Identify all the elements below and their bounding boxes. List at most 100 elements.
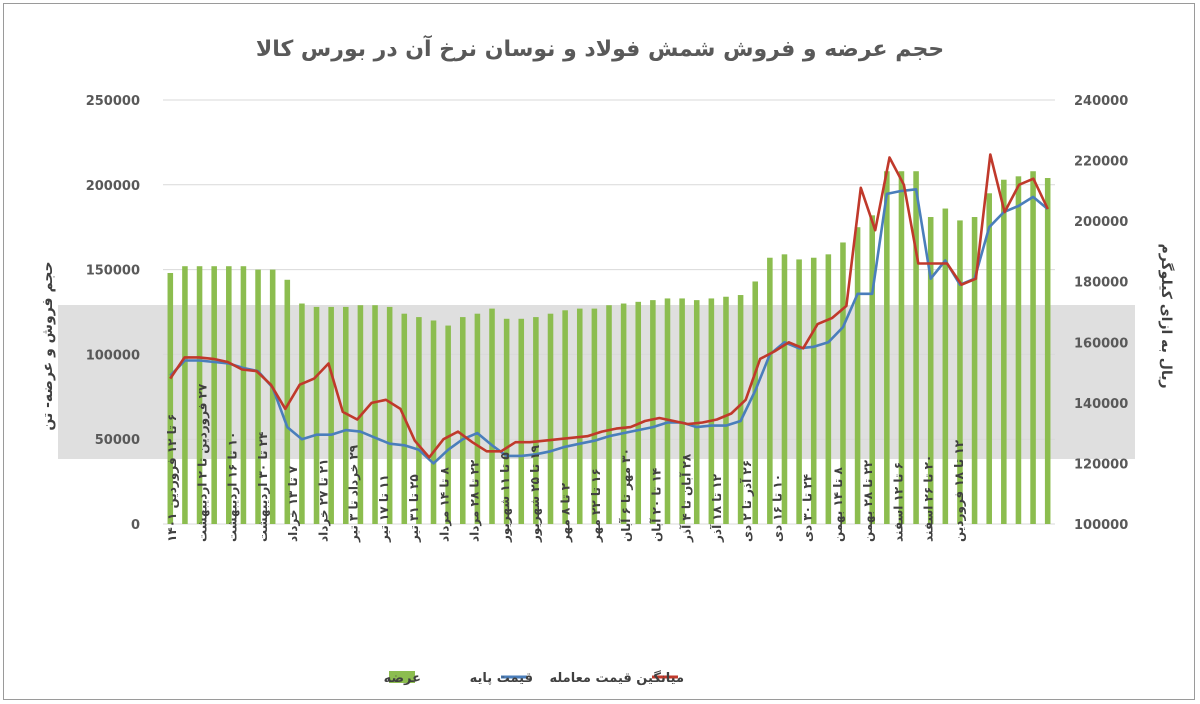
- bar-offer: [679, 298, 685, 524]
- x-tick-label: ۲۵ تا ۳۱ تیر: [407, 474, 421, 543]
- bar-offer: [211, 266, 217, 524]
- bar-offer: [299, 303, 305, 524]
- y-tick-label: 250000: [86, 94, 140, 109]
- bar-offer: [942, 208, 949, 524]
- bar-offer: [986, 193, 992, 524]
- bar-offer: [576, 308, 583, 524]
- bar-offer: [255, 269, 261, 524]
- chart-svg: 0 50000 100000 150000 200000 250000 100000 120…: [40, 34, 1175, 686]
- bar-offer: [1044, 178, 1051, 525]
- legend-label: عرضه: [384, 671, 421, 686]
- bar-offer: [898, 171, 905, 524]
- x-tick-label: ۱۰ تا ۱۶ اردیبهشت: [226, 432, 240, 542]
- bar-offer: [840, 242, 846, 525]
- y-axis-right-ticks: 100000 120000 140000 160000 180000 200000 2200…: [1074, 94, 1128, 533]
- bar-offer: [781, 254, 788, 524]
- x-tick-label: ۲ تا ۸ مهر: [559, 482, 573, 543]
- bar-offer: [752, 281, 759, 524]
- y-tick-label: 100000: [86, 348, 140, 363]
- bar-offer: [182, 266, 188, 524]
- bar-offer: [372, 305, 378, 524]
- bar-offer: [445, 325, 451, 524]
- lines: [169, 153, 1049, 465]
- x-tick-label: ۳۰ مهر تا ۶ آبان: [618, 448, 633, 542]
- bar-offer: [240, 266, 247, 524]
- bar-offer: [927, 217, 934, 525]
- y-tick-label: 50000: [95, 433, 140, 448]
- x-tick-label: ۲۹ خرداد تا ۳ تیر: [347, 444, 361, 543]
- bar-offer: [386, 306, 393, 524]
- y-axis-right-label: ریال به ازای کیلوگرم: [1158, 243, 1175, 388]
- bar-offer: [854, 227, 861, 524]
- x-axis-ticks: ۶ تا ۱۲ فروردین ۱۴۰۱ ۲۷ فروردین تا ۲ اردی…: [165, 383, 967, 543]
- chart-frame: 0 50000 100000 150000 200000 250000 100000 120…: [3, 3, 1195, 700]
- legend-item: میانگین قیمت معامله: [549, 670, 684, 686]
- y2-tick-label: 160000: [1074, 336, 1128, 351]
- y-tick-label: 0: [131, 518, 140, 533]
- x-tick-label: ۲۸ آبان تا ۴ آذر: [679, 453, 694, 543]
- x-tick-label: ۷ تا ۱۳ خرداد: [286, 465, 300, 542]
- y2-tick-label: 240000: [1074, 94, 1128, 109]
- bar-offer: [284, 279, 291, 524]
- legend-label: میانگین قیمت معامله: [549, 670, 684, 686]
- x-tick-label: ۱۹ تا ۲۵ شهریور: [528, 444, 543, 543]
- bar-offer: [620, 303, 627, 524]
- bar-offer: [869, 215, 875, 524]
- bar-offer: [664, 298, 671, 524]
- line-base-price: [169, 188, 1049, 465]
- y2-tick-label: 220000: [1074, 155, 1128, 170]
- x-tick-label: ۲۲ تا ۲۸ بهمن: [861, 459, 875, 542]
- x-tick-label: ۸ تا ۱۴ بهمن: [831, 467, 845, 542]
- x-tick-label: ۶ تا ۱۲ فروردین ۱۴۰۱: [165, 414, 180, 542]
- y2-tick-label: 100000: [1074, 518, 1128, 533]
- legend-item: عرضه: [384, 671, 421, 686]
- x-tick-label: ۲۴ تا ۳۰ دی: [801, 474, 815, 542]
- y2-tick-label: 180000: [1074, 276, 1128, 291]
- bar-offer: [430, 320, 437, 524]
- bar-offer: [226, 266, 232, 524]
- y2-tick-label: 200000: [1074, 215, 1128, 230]
- bar-offer: [810, 257, 817, 524]
- bar-offer: [957, 220, 963, 524]
- bar-offer: [971, 217, 978, 525]
- y-tick-label: 200000: [86, 179, 140, 194]
- bar-offer: [474, 313, 481, 524]
- bar-offer: [884, 171, 890, 524]
- bar-offer: [547, 313, 554, 524]
- bar-offer: [489, 308, 495, 524]
- x-tick-label: ۱۲ تا ۱۸ آذر: [709, 473, 724, 543]
- bar-offer: [196, 266, 203, 524]
- y2-tick-label: 140000: [1074, 397, 1128, 412]
- y-axis-left-ticks: 0 50000 100000 150000 200000 250000: [86, 94, 140, 533]
- bar-offer: [591, 308, 598, 524]
- x-tick-label: ۲۰ تا ۲۶ اسفند: [922, 455, 936, 542]
- bar-offer: [650, 300, 656, 524]
- bar-offer: [269, 269, 276, 524]
- bar-offer: [606, 305, 612, 524]
- x-tick-label: ۲۶ آذر تا ۲ دی: [739, 460, 754, 542]
- bar-offer: [796, 259, 802, 524]
- bar-offer: [635, 301, 642, 524]
- y2-tick-label: 120000: [1074, 457, 1128, 472]
- x-tick-label: ۱۴ تا ۲۰ آبان: [648, 468, 663, 542]
- legend-label: قیمت پایه: [470, 671, 533, 686]
- bar-offer: [343, 306, 349, 524]
- x-tick-label: ۱۱ تا ۱۷ تیر: [377, 474, 391, 543]
- bar-offer: [1030, 171, 1036, 524]
- bar-offer: [1015, 176, 1022, 524]
- bar-offer: [723, 296, 729, 524]
- bar-offer: [562, 310, 568, 524]
- bar-offer: [737, 295, 744, 524]
- bar-offer: [708, 298, 715, 524]
- x-tick-label: ۱۲ تا ۱۸ فروردین: [952, 439, 967, 542]
- x-tick-label: ۶ تا ۱۲ اسفند: [892, 462, 906, 542]
- legend-swatch: [389, 671, 415, 683]
- x-tick-label: ۲۱ تا ۲۷ خرداد: [316, 459, 330, 542]
- bar-offer: [767, 257, 773, 524]
- bar-offer: [313, 306, 320, 524]
- bar-offer: [416, 317, 422, 524]
- legend: عرضه قیمت پایه میانگین قیمت معامله: [384, 670, 684, 686]
- x-tick-label: ۲۷ فروردین تا ۲ اردیبهشت: [195, 383, 210, 542]
- x-tick-label: ۲۲ تا ۲۸ مرداد: [468, 459, 482, 542]
- bar-offer: [913, 171, 919, 524]
